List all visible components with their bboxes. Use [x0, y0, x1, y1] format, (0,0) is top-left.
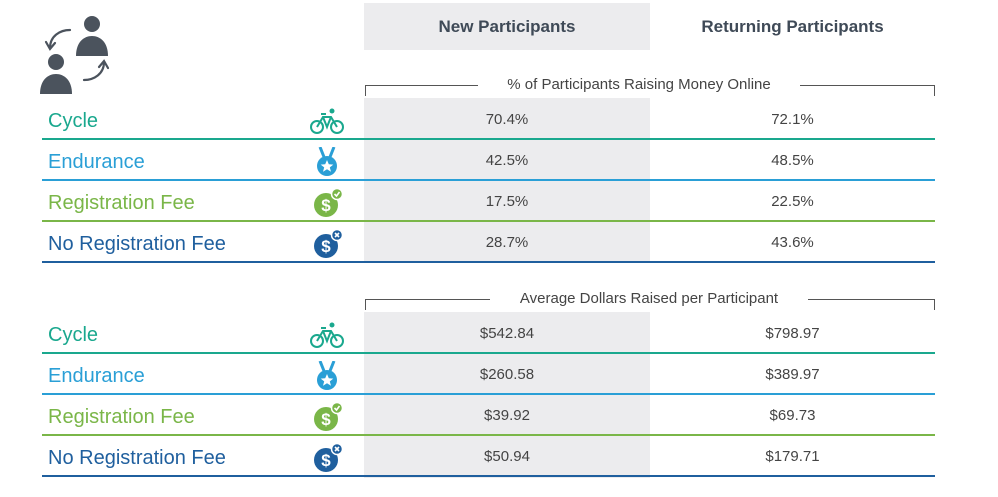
row-label-endurance: Endurance: [48, 365, 145, 387]
row-label-registration-fee: Registration Fee: [48, 406, 195, 428]
row-label-no-registration-fee: No Registration Fee: [48, 447, 226, 469]
row-divider: [42, 475, 935, 477]
table-row: No Registration Fee $ 28.7% 43.6%: [42, 222, 935, 263]
svg-text:$: $: [321, 451, 331, 470]
value-cell: 17.5%: [485, 193, 529, 210]
value-cell: 22.5%: [771, 193, 814, 210]
row-divider: [42, 393, 935, 395]
table-row: No Registration Fee $ $50.94 $179.71: [42, 436, 935, 477]
dollar-check-icon: $: [314, 188, 344, 217]
row-label-cycle: Cycle: [48, 110, 99, 132]
row-divider: [42, 261, 935, 263]
value-cell: 72.1%: [771, 111, 814, 128]
row-divider: [42, 352, 935, 354]
value-cell: $260.58: [479, 366, 535, 383]
table-row: Endurance 42.5% 48.5%: [42, 140, 935, 181]
participants-exchange-icon: [40, 16, 110, 94]
row-divider: [42, 434, 935, 436]
row-label-registration-fee: Registration Fee: [48, 192, 195, 214]
row-divider: [42, 138, 935, 140]
row-divider: [42, 220, 935, 222]
value-cell: 48.5%: [771, 152, 814, 169]
svg-text:$: $: [321, 410, 331, 429]
value-cell: $39.92: [484, 407, 530, 424]
dollar-x-icon: $: [314, 229, 344, 258]
value-cell: $69.73: [769, 407, 816, 424]
returning-participants-header: Returning Participants: [701, 16, 884, 36]
table-row: Registration Fee $ 17.5% 22.5%: [42, 181, 935, 222]
row-label-no-registration-fee: No Registration Fee: [48, 233, 226, 255]
new-column-header-shade: [364, 3, 650, 50]
table-row: Registration Fee $ $39.92 $69.73: [42, 395, 935, 436]
value-cell: 43.6%: [771, 234, 814, 251]
dollar-x-icon: $: [314, 443, 344, 472]
svg-text:$: $: [321, 196, 331, 215]
new-column-shade-bottom: [364, 312, 650, 478]
row-label-cycle: Cycle: [48, 324, 99, 346]
dollar-check-icon: $: [314, 402, 344, 431]
value-cell: 70.4%: [485, 111, 529, 128]
value-cell: $798.97: [765, 325, 820, 342]
row-label-endurance: Endurance: [48, 151, 145, 173]
row-divider: [42, 179, 935, 181]
section-title-dollars: Average Dollars Raised per Participant: [490, 289, 808, 309]
table-row: Cycle 70.4% 72.1%: [42, 99, 935, 140]
value-cell: $179.71: [765, 448, 820, 465]
value-cell: $50.94: [484, 448, 530, 465]
table-row: Cycle $542.84 $798.97: [42, 313, 935, 354]
new-participants-header: New Participants: [438, 16, 576, 36]
value-cell: $542.84: [479, 325, 535, 342]
section-title-percent: % of Participants Raising Money Online: [478, 75, 800, 95]
value-cell: 28.7%: [485, 234, 529, 251]
value-cell: $389.97: [765, 366, 820, 383]
medal-icon: [317, 361, 337, 390]
bicycle-icon: [310, 322, 344, 348]
table-row: Endurance $260.58 $389.97: [42, 354, 935, 395]
value-cell: 42.5%: [485, 152, 529, 169]
svg-text:$: $: [321, 237, 331, 256]
medal-icon: [317, 147, 337, 176]
bicycle-icon: [310, 108, 344, 134]
